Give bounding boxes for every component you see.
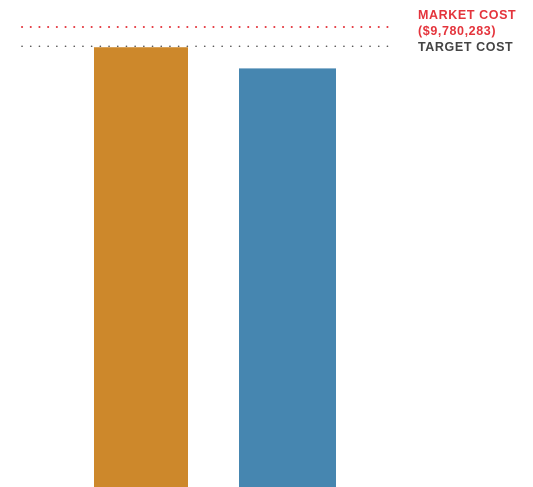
reference-labels-group: MARKET COST ($9,780,283) TARGET COST <box>418 8 516 54</box>
bar-2 <box>239 68 336 487</box>
bars-group <box>94 47 336 487</box>
target-cost-label: TARGET COST <box>418 40 513 54</box>
market-cost-value-label: ($9,780,283) <box>418 24 496 38</box>
reference-lines-group <box>21 26 397 48</box>
bar-1 <box>94 47 188 487</box>
market-cost-label: MARKET COST <box>418 8 516 22</box>
